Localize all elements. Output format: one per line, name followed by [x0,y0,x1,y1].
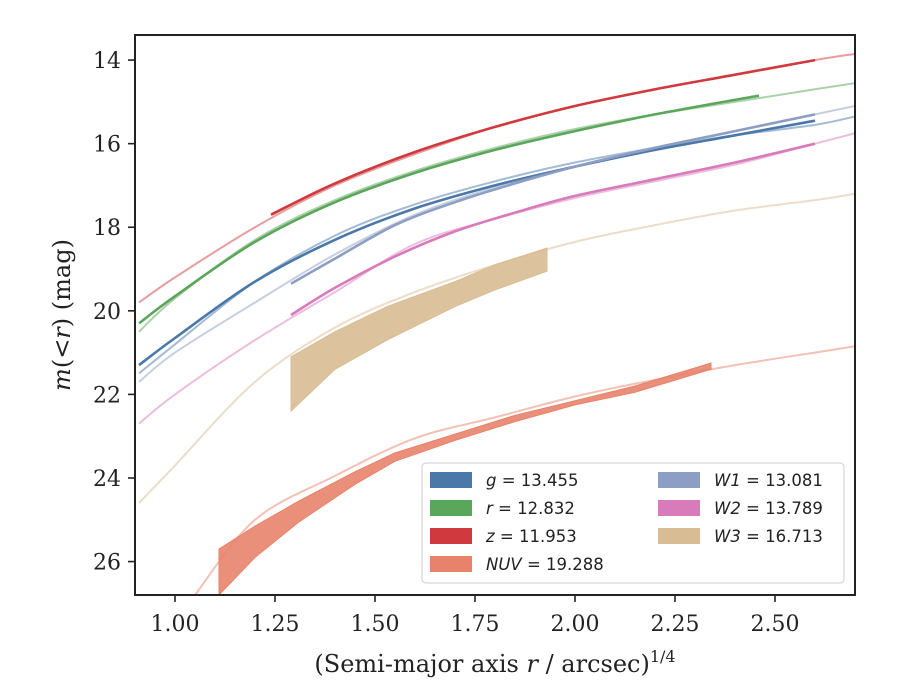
legend-label-r: r = 12.832 [486,499,575,518]
legend-swatch-z [430,528,472,544]
x-tick-label: 1.75 [451,612,500,637]
series-w2-data-line [290,142,816,317]
y-tick-label: 14 [93,49,121,74]
x-tick-label: 1.25 [251,612,300,637]
x-tick-label: 2.50 [751,612,800,637]
series-r [138,82,855,333]
y-axis-title: m(<r) (mag) [48,239,76,391]
series-w3 [138,192,855,504]
legend-label-g: g = 13.455 [486,471,579,490]
y-axis: 14 16 18 20 22 24 26 [93,49,135,576]
y-tick-label: 26 [93,551,121,576]
legend-swatch-nuv [430,556,472,572]
legend-label-nuv: NUV = 19.288 [486,555,604,574]
legend-swatch-w2 [658,500,700,516]
y-tick-label: 22 [93,383,121,408]
series-w3-uncertainty-band [290,247,548,413]
x-tick-label: 1.00 [151,612,200,637]
series-g [138,115,855,375]
series-layer [138,52,855,595]
x-tick-label: 2.25 [651,612,700,637]
legend-swatch-r [430,500,472,516]
series-w1-data-line [290,113,816,285]
legend: g = 13.455 r = 12.832 z = 11.953 NUV = 19.2… [421,462,845,584]
legend-label-w1: W1 = 13.081 [714,471,823,490]
series-w2 [138,132,855,425]
series-r-model-line [138,82,855,333]
series-g-data-line [138,119,816,367]
x-axis-title: (Semi-major axis r / arcsec)1/4 [314,647,675,678]
series-nuv-uncertainty-band [218,362,712,595]
y-tick-label: 20 [93,300,121,325]
series-z-data-line [270,58,816,216]
y-tick-label: 16 [93,133,121,158]
y-tick-label: 24 [93,467,121,492]
series-w1 [138,105,855,383]
series-r-data-line [138,94,760,325]
series-w3-model-line [138,192,855,504]
legend-swatch-w1 [658,472,700,488]
legend-swatch-g [430,472,472,488]
x-tick-label: 1.50 [351,612,400,637]
plot-frame [134,34,856,596]
series-nuv-model-line [194,345,855,595]
legend-box [421,462,845,584]
legend-swatch-w3 [658,528,700,544]
x-axis: 1.00 1.25 1.50 1.75 2.00 2.25 2.50 [151,595,800,637]
series-nuv [194,345,855,595]
legend-label-w3: W3 = 16.713 [714,527,823,546]
x-tick-label: 2.00 [551,612,600,637]
legend-label-z: z = 11.953 [485,527,577,546]
y-tick-label: 18 [93,216,121,241]
legend-label-w2: W2 = 13.789 [714,499,823,518]
series-z [138,52,855,304]
